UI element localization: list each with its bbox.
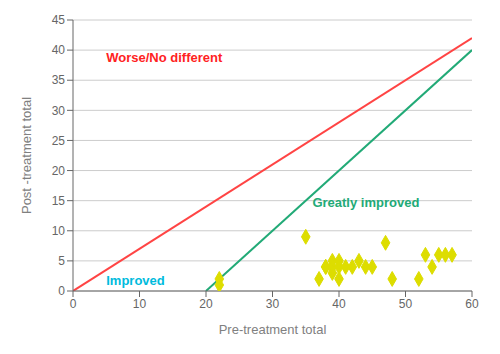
svg-text:30: 30 xyxy=(266,297,280,311)
svg-text:10: 10 xyxy=(52,224,66,238)
svg-text:0: 0 xyxy=(58,284,65,298)
svg-text:Post -treatment total: Post -treatment total xyxy=(19,97,34,214)
svg-text:50: 50 xyxy=(399,297,413,311)
svg-text:40: 40 xyxy=(332,297,346,311)
svg-text:30: 30 xyxy=(52,104,66,118)
svg-text:25: 25 xyxy=(52,134,66,148)
svg-text:60: 60 xyxy=(465,297,479,311)
svg-text:20: 20 xyxy=(52,164,66,178)
svg-text:Worse/No different: Worse/No different xyxy=(106,50,223,65)
svg-text:5: 5 xyxy=(58,254,65,268)
svg-text:0: 0 xyxy=(70,297,77,311)
svg-text:Pre-treatment total: Pre-treatment total xyxy=(219,322,327,337)
svg-text:Greatly improved: Greatly improved xyxy=(312,195,419,210)
svg-text:45: 45 xyxy=(52,13,66,27)
svg-text:20: 20 xyxy=(199,297,213,311)
svg-text:Improved: Improved xyxy=(106,273,165,288)
svg-text:35: 35 xyxy=(52,73,66,87)
svg-text:15: 15 xyxy=(52,194,66,208)
svg-text:40: 40 xyxy=(52,43,66,57)
svg-text:10: 10 xyxy=(133,297,147,311)
